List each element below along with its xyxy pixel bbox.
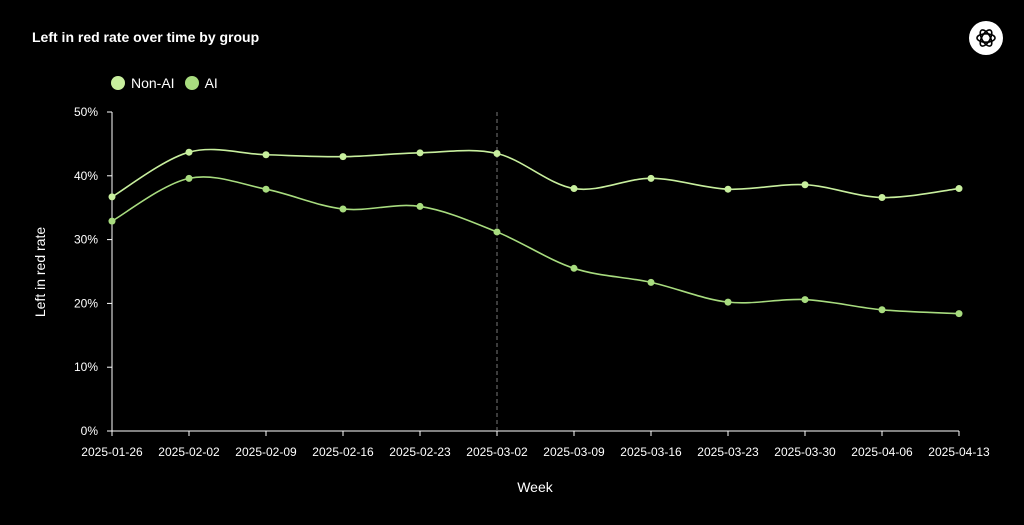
legend-marker-non-ai bbox=[111, 76, 125, 90]
x-tick-label: 2025-04-13 bbox=[928, 445, 990, 459]
y-axis-label: Left in red rate bbox=[32, 227, 48, 317]
y-tick-label: 20% bbox=[74, 296, 98, 310]
x-tick-label: 2025-04-06 bbox=[851, 445, 913, 459]
x-tick-label: 2025-02-16 bbox=[312, 445, 374, 459]
series-line-0 bbox=[111, 148, 960, 199]
x-tick-label: 2025-03-09 bbox=[543, 445, 605, 459]
legend-item-ai[interactable]: AI bbox=[184, 75, 218, 91]
data-point[interactable] bbox=[262, 151, 270, 159]
chart-axes: 0% 10% 20% 30% 40% 50% 2025-01-26 2025-02-02 202… bbox=[74, 105, 990, 459]
data-point[interactable] bbox=[108, 193, 116, 201]
legend-label-ai: AI bbox=[204, 75, 218, 91]
x-tick-label: 2025-03-23 bbox=[697, 445, 759, 459]
x-tick-label: 2025-03-02 bbox=[466, 445, 528, 459]
data-point[interactable] bbox=[185, 148, 193, 156]
data-point[interactable] bbox=[647, 174, 655, 182]
data-point[interactable] bbox=[724, 185, 732, 193]
data-point[interactable] bbox=[339, 153, 347, 161]
legend-item-non-ai[interactable]: Non-AI bbox=[111, 75, 175, 91]
y-tick-label: 30% bbox=[74, 233, 98, 247]
data-point[interactable] bbox=[493, 228, 501, 236]
chart-title: Left in red rate over time by group bbox=[32, 29, 260, 45]
data-point[interactable] bbox=[724, 298, 732, 306]
x-tick-label: 2025-02-23 bbox=[389, 445, 451, 459]
x-tick-label: 2025-03-30 bbox=[774, 445, 836, 459]
y-tick-label: 10% bbox=[74, 360, 98, 374]
x-axis-label: Week bbox=[517, 479, 554, 495]
data-point[interactable] bbox=[955, 185, 963, 193]
y-tick-label: 40% bbox=[74, 169, 98, 183]
x-tick-label: 2025-02-02 bbox=[158, 445, 220, 459]
data-point[interactable] bbox=[801, 181, 809, 189]
x-tick-label: 2025-01-26 bbox=[81, 445, 143, 459]
data-point[interactable] bbox=[108, 217, 116, 225]
data-point[interactable] bbox=[416, 202, 424, 210]
data-point[interactable] bbox=[339, 205, 347, 213]
data-point[interactable] bbox=[570, 185, 578, 193]
chart-series bbox=[108, 148, 963, 318]
data-point[interactable] bbox=[416, 149, 424, 157]
x-tick-label: 2025-02-09 bbox=[235, 445, 297, 459]
openai-logo-glyph bbox=[976, 29, 996, 47]
data-point[interactable] bbox=[801, 296, 809, 304]
y-tick-label: 50% bbox=[74, 105, 98, 119]
data-point[interactable] bbox=[878, 193, 886, 201]
data-point[interactable] bbox=[570, 264, 578, 272]
data-point[interactable] bbox=[647, 278, 655, 286]
data-point[interactable] bbox=[493, 149, 501, 157]
data-point[interactable] bbox=[262, 185, 270, 193]
data-point[interactable] bbox=[185, 174, 193, 182]
data-point[interactable] bbox=[878, 306, 886, 314]
y-tick-label: 0% bbox=[81, 424, 99, 438]
x-tick-label: 2025-03-16 bbox=[620, 445, 682, 459]
legend-label-non-ai: Non-AI bbox=[131, 75, 175, 91]
openai-logo-icon bbox=[969, 21, 1003, 55]
data-point[interactable] bbox=[955, 310, 963, 318]
series-line-1 bbox=[111, 176, 960, 315]
legend-marker-ai bbox=[184, 76, 199, 90]
chart-legend: Non-AI AI bbox=[111, 75, 228, 91]
